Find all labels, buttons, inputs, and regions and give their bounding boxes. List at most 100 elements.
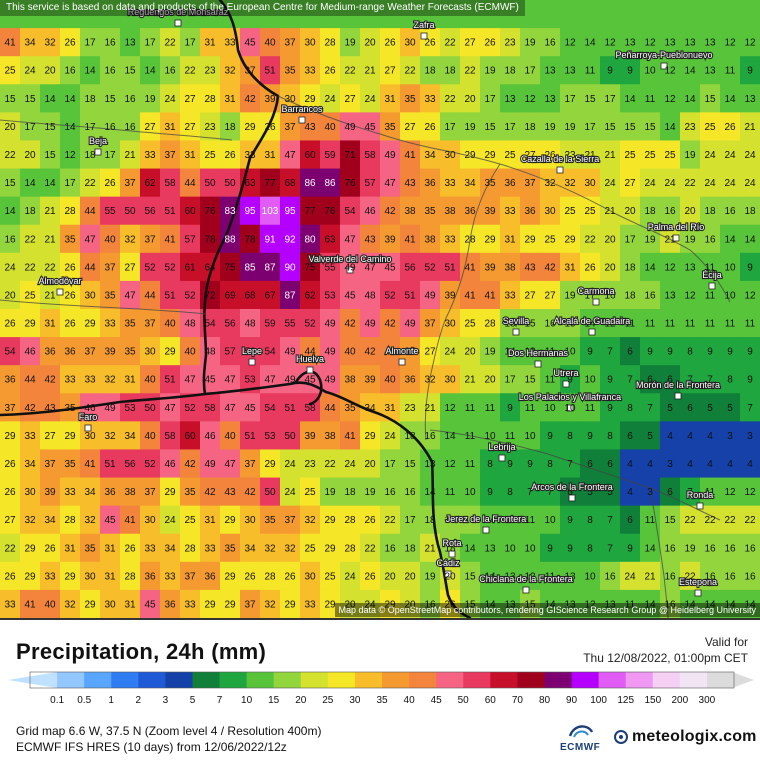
place-label[interactable]: Cádiz: [435, 557, 461, 569]
grid-value-label: 37: [284, 122, 296, 133]
place-label[interactable]: Palma del Río: [647, 221, 706, 233]
grid-value-label: 46: [24, 347, 36, 358]
grid-value-label: 36: [404, 375, 416, 386]
precip-cell: [500, 337, 521, 366]
precip-cell: [240, 196, 261, 226]
precipitation-map[interactable]: 41 34 32 26 17 16 13 17 22 17 31 33 45 40 37 30 28 19 20 26…: [0, 0, 760, 618]
grid-value-label: 68: [244, 291, 256, 302]
grid-value-label: 31: [64, 543, 76, 554]
place-label[interactable]: Faro: [78, 411, 99, 423]
grid-value-label: 27: [624, 178, 636, 189]
precip-cell: [660, 309, 681, 338]
place-label[interactable]: Rota: [441, 537, 462, 549]
place-label[interactable]: Cazalla de la Sierra: [520, 153, 601, 165]
grid-value-label: 46: [204, 431, 216, 442]
place-label[interactable]: Valverde del Camino: [307, 253, 392, 265]
place-label[interactable]: Almodôvar: [37, 275, 82, 287]
grid-value-label: 58: [164, 178, 176, 189]
precip-cell: [220, 449, 241, 479]
grid-value-label: 26: [44, 543, 56, 554]
grid-value-label: 27: [344, 94, 356, 105]
grid-value-label: 14: [44, 178, 56, 189]
grid-value-label: 18: [444, 543, 456, 554]
precip-cell: [700, 196, 721, 226]
place-label[interactable]: Dos Hermanas: [507, 347, 570, 359]
place-label[interactable]: Beja: [88, 135, 108, 147]
place-label[interactable]: Estepona: [678, 576, 718, 588]
precip-cell: [260, 224, 281, 254]
precip-cell: [560, 252, 581, 282]
scale-tick-label: 15: [268, 695, 280, 706]
grid-value-label: 95: [284, 206, 296, 217]
precip-cell: [260, 280, 281, 310]
precip-cell: [20, 589, 41, 618]
place-label[interactable]: Almonte: [384, 345, 419, 357]
precip-cell: [620, 140, 641, 170]
precip-cell: [60, 589, 81, 618]
precip-cell: [560, 84, 581, 113]
place-label[interactable]: Barrancos: [280, 103, 324, 115]
grid-value-label: 19: [564, 122, 576, 133]
grid-value-label: 25: [464, 319, 476, 330]
scale-swatch: [300, 672, 329, 688]
place-label[interactable]: Zafra: [412, 19, 435, 31]
grid-value-label: 16: [4, 234, 16, 245]
place-label[interactable]: Lebrija: [487, 441, 516, 453]
precip-cell: [740, 449, 760, 479]
grid-value-label: 31: [264, 150, 276, 161]
grid-value-label: 11: [465, 431, 476, 442]
place-label[interactable]: Los Palacios y Villafranca: [518, 391, 623, 403]
precip-cell: [160, 533, 181, 563]
grid-value-label: 18: [624, 291, 636, 302]
place-label[interactable]: Écija: [701, 269, 723, 281]
place-label[interactable]: Chiclana de la Frontera: [478, 573, 574, 585]
precip-cell: [660, 449, 681, 479]
grid-value-label: 32: [564, 178, 576, 189]
precip-cell: [700, 421, 721, 451]
precip-cell: [660, 84, 681, 113]
precip-cell: [20, 84, 41, 113]
grid-value-label: 15: [564, 319, 576, 330]
grid-value-label: 38: [324, 431, 336, 442]
meteologix-logo[interactable]: meteologix.com: [614, 728, 757, 746]
precip-cell: [640, 365, 661, 394]
grid-value-label: 7: [707, 375, 713, 386]
place-label[interactable]: Alcalá de Guadaira: [553, 315, 632, 327]
scale-swatch: [327, 672, 356, 688]
grid-value-label: 14: [84, 66, 96, 77]
place-label[interactable]: Ronda: [686, 489, 715, 501]
grid-value-label: 10: [484, 431, 496, 442]
place-label[interactable]: Lepe: [241, 345, 263, 357]
place-label[interactable]: Utrera: [552, 367, 579, 379]
grid-value-label: 17: [444, 122, 456, 133]
grid-value-label: 8: [727, 375, 733, 386]
precip-cell: [40, 168, 61, 198]
precip-cell: [400, 589, 421, 618]
grid-value-label: 37: [284, 38, 296, 49]
place-label[interactable]: Carmona: [576, 285, 615, 297]
precip-cell: [740, 309, 760, 338]
precip-cell: [160, 28, 181, 57]
grid-value-label: 51: [404, 291, 416, 302]
place-label[interactable]: Peñarroya-Pueblonuevo: [614, 49, 713, 61]
precip-cell: [60, 533, 81, 563]
precip-cell: [560, 589, 581, 618]
place-label[interactable]: Sevilla: [502, 315, 531, 327]
valid-time: Thu 12/08/2022, 01:00pm CET: [583, 651, 748, 665]
place-label[interactable]: Morón de la Frontera: [635, 379, 721, 391]
grid-value-label: 10: [524, 543, 536, 554]
grid-value-label: 35: [344, 403, 356, 414]
place-label[interactable]: Huelva: [295, 353, 325, 365]
grid-value-label: 30: [144, 515, 156, 526]
grid-value-label: 12: [684, 291, 696, 302]
grid-value-label: 19: [644, 234, 656, 245]
place-label[interactable]: Reguengos de Monsaraz: [127, 6, 230, 18]
grid-value-label: 45: [344, 291, 356, 302]
scale-swatch: [138, 672, 166, 688]
grid-value-label: 30: [84, 571, 96, 582]
precip-cell: [540, 421, 561, 451]
scale-swatch: [463, 672, 491, 688]
place-label[interactable]: Arcos de la Frontera: [530, 481, 614, 493]
grid-value-label: 51: [104, 459, 116, 470]
place-label[interactable]: Jerez de la Frontera: [445, 513, 528, 525]
